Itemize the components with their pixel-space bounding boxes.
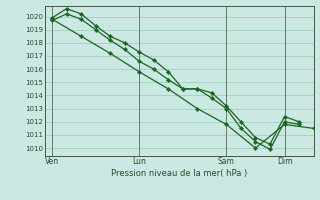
X-axis label: Pression niveau de la mer( hPa ): Pression niveau de la mer( hPa )	[111, 169, 247, 178]
